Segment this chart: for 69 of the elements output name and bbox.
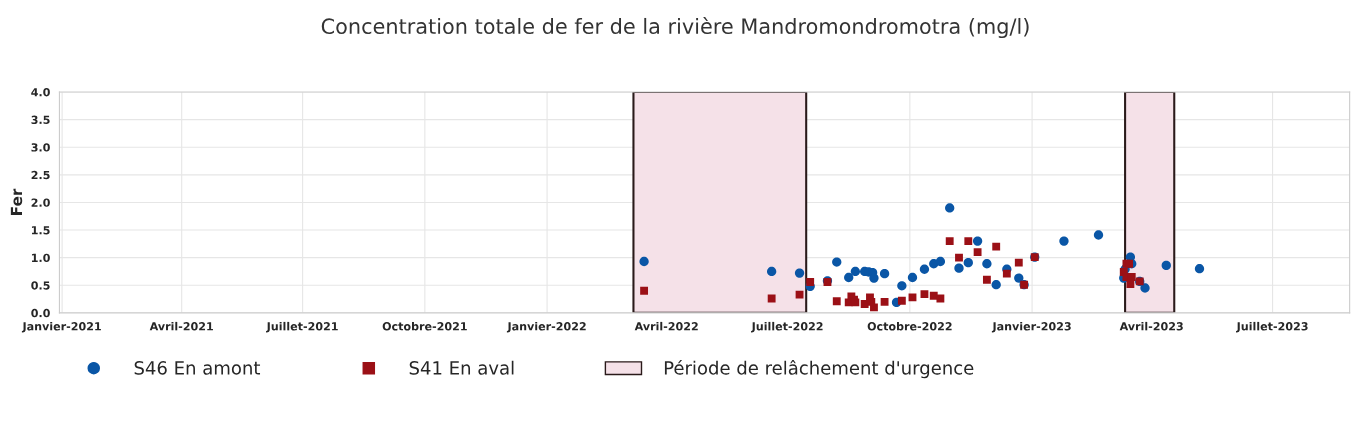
x-tick-label: Juillet-2023 [1236,321,1308,333]
x-tick-label: Octobre-2022 [867,321,952,331]
point [1014,258,1023,267]
point [1194,264,1205,274]
x-tick-label: Janvier-2023 [991,321,1071,333]
point [907,272,918,283]
point [1093,230,1104,240]
point [963,257,973,268]
y-tick-label: 3.0 [31,143,50,152]
point [920,290,929,299]
point [844,272,854,283]
point [870,303,878,312]
y-tick-label: 0.5 [31,281,50,290]
point [1126,280,1135,289]
x-tick-label: Octobre-2021 [382,321,467,331]
point [1140,283,1150,293]
point [795,290,804,299]
y-tick-label: 0.0 [31,308,50,318]
x-tick-label: Avril-2022 [634,321,698,331]
y-axis-title: Fer [10,188,23,215]
chart-title: Concentration totale de fer de la rivière Mandromondromotra (mg/l) [321,17,1029,39]
point [935,256,946,267]
x-tick-label: Avril-2023 [1119,321,1183,331]
y-tick-label: 3.5 [31,115,50,125]
point [1014,273,1024,283]
point [955,253,963,262]
point [639,256,649,267]
point [879,269,890,279]
point [908,293,917,302]
legend-label: S41 En aval [409,360,514,375]
point [992,242,1001,251]
y-tick-label: 4.0 [31,87,50,97]
y-tick-label: 2.5 [31,170,50,180]
point [1002,269,1011,278]
point [880,297,889,306]
point [832,257,842,267]
x-tick-label: Janvier-2021 [21,321,101,333]
point [1161,260,1171,271]
point [806,278,815,286]
point [766,266,777,277]
point [767,294,776,303]
y-tick-label: 1.5 [31,226,50,235]
y-tick-label: 1.0 [31,253,50,263]
point [991,280,1001,290]
x-tick-label: Janvier-2022 [506,321,586,333]
point [1059,236,1069,246]
point [973,248,982,257]
legend-label: Période de relâchement d'urgence [664,360,974,379]
point [945,237,954,246]
y-tick-label: 2.0 [31,198,50,207]
point [897,296,906,305]
point [982,259,992,269]
point [850,266,861,277]
x-tick-label: Juillet-2022 [751,321,823,333]
point [945,203,955,213]
point [982,275,991,284]
point [972,236,983,246]
point [832,297,841,306]
point [919,264,930,274]
point [897,281,907,291]
x-tick-label: Juillet-2021 [266,321,338,333]
point [869,273,879,283]
x-tick-label: Avril-2021 [149,321,213,331]
point [640,286,649,295]
point [936,294,945,303]
point [964,237,973,246]
point [794,268,805,278]
legend-label: S46 En amont [134,361,261,375]
point [954,263,964,273]
